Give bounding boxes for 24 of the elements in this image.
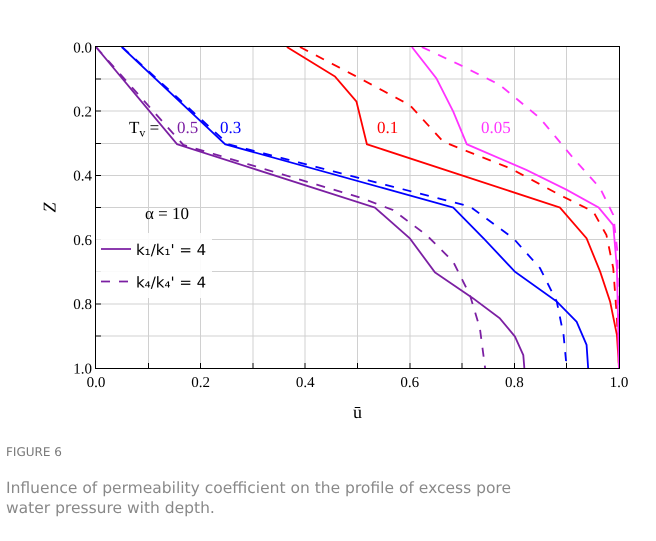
legend-label: k₄/k₄' = 4 [136, 273, 206, 292]
x-tick-label: 0.2 [191, 375, 210, 391]
annotation: 0.05 [481, 118, 511, 137]
text: Influence of permeability coefficient on the profile of excess pore water pressure with depth. [6, 479, 511, 518]
x-axis-title: ū [353, 402, 362, 422]
y-tick-label: 1.0 [73, 361, 92, 378]
y-axis-title: Z [39, 202, 60, 213]
annotation: 0.5 [177, 118, 198, 137]
caption: FIGURE 6 [6, 445, 62, 459]
legend-label: k₁/k₁' = 4 [136, 240, 206, 259]
x-tick-label: 0.4 [296, 375, 316, 391]
y-tick-label: 0.0 [73, 40, 92, 56]
y-tick-label: 0.4 [73, 168, 92, 185]
x-tick-label: 0.6 [400, 375, 420, 391]
annotation: 0.1 [377, 118, 398, 137]
y-tick-label: 0.8 [73, 297, 92, 314]
annotation: α = 10 [145, 204, 189, 223]
x-tick-label: 0.0 [86, 375, 106, 391]
annotation: T$_{v}$ = [129, 118, 160, 140]
annotation: 0.3 [220, 118, 242, 137]
y-tick-label: 0.6 [73, 232, 92, 249]
x-tick-label: 0.8 [505, 375, 524, 391]
y-tick-label: 0.2 [73, 104, 92, 120]
x-tick-label: 1.0 [610, 375, 628, 391]
